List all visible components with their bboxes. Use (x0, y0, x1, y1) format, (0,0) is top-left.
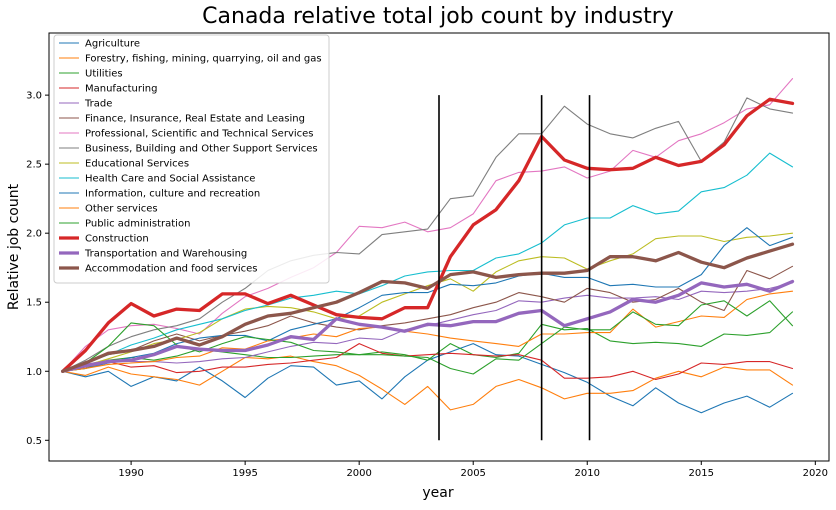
legend-entry: Utilities (85, 69, 123, 80)
legend-entry: Educational Services (85, 159, 189, 170)
y-tick-label: 0.5 (26, 436, 42, 447)
series-line-8 (62, 232, 794, 372)
x-tick-label: 1995 (232, 468, 257, 479)
series-line-13 (61, 97, 795, 373)
series-line-11 (62, 290, 794, 372)
series-line-1 (62, 355, 794, 411)
series-line-15 (61, 242, 795, 373)
legend-entry: Health Care and Social Assistance (85, 174, 255, 185)
series-line-6 (62, 78, 794, 372)
x-tick-label: 2015 (689, 468, 714, 479)
legend-entry: Construction (85, 234, 149, 245)
legend-entry: Professional, Scientific and Technical S… (85, 129, 314, 140)
series-line-14 (61, 279, 795, 373)
series-line-7 (62, 97, 794, 372)
legend-entry: Finance, Insurance, Real Estate and Leas… (85, 114, 305, 125)
y-tick-label: 2.5 (26, 160, 42, 171)
y-axis-label: Relative job count (6, 183, 22, 310)
legend-box (53, 34, 330, 284)
legend-entry: Information, culture and recreation (85, 189, 260, 200)
x-axis-label: year (422, 485, 453, 501)
x-tick-label: 1990 (118, 468, 143, 479)
legend-entry: Business, Building and Other Support Ser… (85, 144, 318, 155)
legend-entry: Transportation and Warehousing (84, 249, 247, 260)
plot-frame (48, 32, 830, 462)
x-tick-label: 2005 (460, 468, 485, 479)
series-line-5 (62, 265, 794, 372)
x-tick-label: 2000 (346, 468, 371, 479)
series-line-0 (62, 343, 794, 414)
chart-title: Canada relative total job count by indus… (202, 4, 674, 29)
y-tick-label: 2.0 (26, 229, 42, 240)
legend-entry: Forestry, fishing, mining, quarrying, oi… (85, 54, 322, 65)
y-tick-label: 1.5 (26, 298, 42, 309)
series-line-3 (62, 343, 794, 381)
series-line-9 (62, 152, 794, 372)
x-tick-label: 2020 (803, 468, 828, 479)
legend-entry: Manufacturing (85, 84, 157, 95)
legend-entry: Public administration (85, 219, 190, 230)
legend-entry: Accommodation and food services (85, 264, 258, 275)
legend-entry: Trade (84, 99, 112, 110)
y-tick-label: 3.0 (26, 91, 42, 102)
y-tick-label: 1.0 (26, 367, 42, 378)
legend-entry: Other services (85, 204, 158, 215)
x-tick-label: 2010 (575, 468, 600, 479)
legend-entry: Agriculture (85, 39, 140, 50)
legend: Agriculture Forestry, fishing, mining, qu… (53, 34, 330, 284)
series-line-2 (62, 311, 794, 372)
